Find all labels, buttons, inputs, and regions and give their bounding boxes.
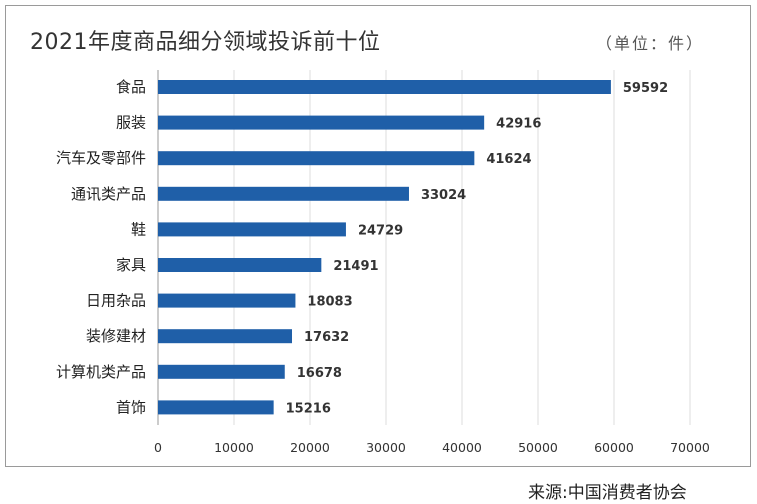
data-label: 21491 [333, 259, 378, 274]
unit-label: （单位：件） [596, 34, 705, 53]
x-tick-label: 50000 [518, 440, 558, 455]
data-labels-group: 59592 42916 41624 33024 24729 21491 18083 17632… [286, 81, 668, 416]
category-label: 服装 [116, 114, 146, 132]
x-tick-label: 60000 [594, 440, 634, 455]
bar [158, 400, 274, 415]
bar [158, 186, 409, 201]
bars-group [158, 80, 611, 415]
data-label: 16678 [297, 366, 342, 381]
x-tick-labels-group: 0 10000 20000 30000 40000 50000 60000 70000 [154, 440, 710, 455]
category-label: 日用杂品 [86, 292, 146, 310]
chart-title: 2021年度商品细分领域投诉前十位 [30, 30, 381, 55]
data-label: 41624 [486, 152, 531, 167]
category-label: 装修建材 [86, 327, 146, 345]
category-label: 食品 [116, 78, 146, 96]
x-tick-label: 40000 [442, 440, 482, 455]
x-tick-label: 10000 [214, 440, 254, 455]
bar [158, 151, 475, 166]
bar [158, 364, 285, 379]
bar [158, 293, 296, 308]
category-label: 家具 [116, 256, 146, 274]
category-label: 鞋 [131, 220, 146, 238]
x-tick-label: 70000 [670, 440, 710, 455]
x-tick-label: 20000 [290, 440, 330, 455]
x-tick-label: 30000 [366, 440, 406, 455]
bar [158, 329, 293, 344]
source-note: 来源:中国消费者协会 [528, 478, 687, 503]
data-label: 17632 [304, 330, 349, 345]
category-label: 首饰 [116, 398, 146, 416]
category-label: 汽车及零部件 [56, 149, 146, 167]
data-label: 24729 [358, 223, 403, 238]
data-label: 59592 [623, 81, 668, 96]
source-org: 中国消费者协会 [567, 483, 687, 503]
data-label: 18083 [307, 295, 352, 310]
data-label: 15216 [286, 401, 331, 416]
source-label: 来源: [528, 483, 568, 503]
category-label: 通讯类产品 [71, 185, 146, 203]
bar [158, 222, 346, 237]
data-label: 42916 [496, 117, 541, 132]
bar [158, 115, 485, 130]
bar [158, 258, 322, 272]
x-tick-label: 0 [154, 440, 162, 455]
category-label: 计算机类产品 [56, 363, 146, 381]
data-label: 33024 [421, 188, 466, 203]
bar [158, 80, 611, 94]
